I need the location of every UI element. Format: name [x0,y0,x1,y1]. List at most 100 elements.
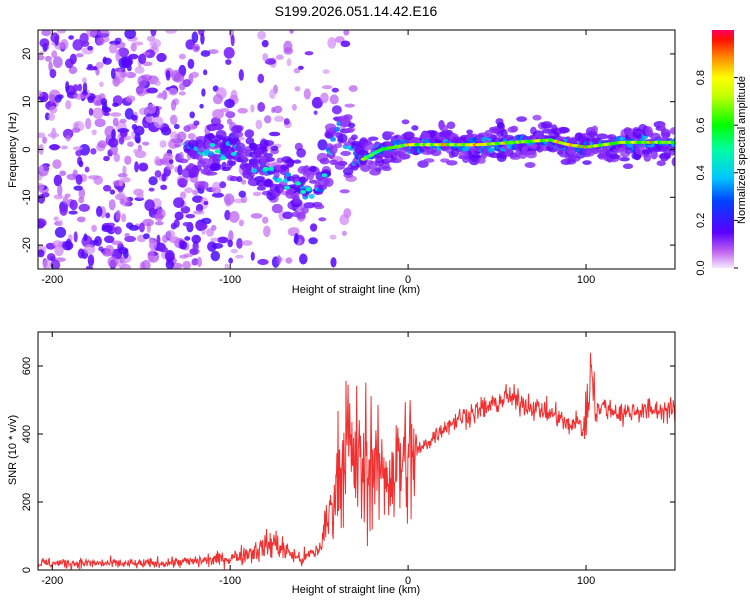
colorbar: 0.0 0.2 0.4 0.6 0.8 Normalized spectral ampl… [695,30,748,276]
heatmap-cell [351,134,358,140]
heatmap-cell [101,225,113,233]
heatmap-cell [124,135,132,141]
heatmap-cell [327,37,337,49]
heatmap-ridge-cell [294,181,301,186]
heatmap-cell [118,136,125,145]
heatmap-cell [78,203,90,212]
heatmap-cell [215,129,227,140]
heatmap-cell [124,155,132,165]
heatmap-cell [291,103,297,111]
heatmap-cell [311,96,323,109]
heatmap-cell [122,58,133,67]
heatmap-cell [210,237,219,242]
heatmap-cell [339,189,350,194]
heatmap-cell [119,118,127,124]
heatmap-cell [251,168,257,174]
heatmap-cell [178,53,186,60]
heatmap-cell [91,224,97,233]
heatmap-cell [156,52,167,63]
heatmap-cell [52,159,62,169]
heatmap-cell [42,258,51,269]
heatmap-cell [128,224,140,231]
heatmap-cell [87,45,94,51]
heatmap-cell [173,123,180,130]
colorbar-tick-label: 0.4 [695,165,707,180]
heatmap-cell [130,114,138,121]
heatmap-cell [138,222,145,233]
heatmap-cell [80,40,90,47]
y-tick-label: 0 [21,146,33,152]
heatmap-cell [183,125,191,132]
heatmap-cell [197,256,202,268]
heatmap-cell [331,105,342,115]
heatmap-cell [78,160,84,168]
heatmap-cell [280,164,289,171]
colorbar-tick-label: 0.2 [695,213,707,228]
heatmap-cell [38,164,49,177]
heatmap-cell [133,125,145,136]
heatmap-cell [173,197,185,208]
heatmap-cell [176,139,183,147]
heatmap-cell [97,140,107,149]
heatmap-cell [205,171,218,176]
spectrogram-ridge [209,138,675,194]
heatmap-cell [136,193,144,199]
heatmap-cell [257,258,269,266]
heatmap-cell [72,39,84,51]
heatmap-cell [198,180,209,190]
heatmap-cell [110,68,116,80]
heatmap-cell [323,177,334,187]
heatmap-cell [251,157,261,166]
heatmap-cell [609,154,621,160]
heatmap-cell [240,179,247,185]
heatmap-cell [360,164,371,172]
snr-series-line [38,352,675,570]
heatmap-cell [38,218,47,228]
spectrogram-x-ticks: -200 -100 0 100 [41,30,595,286]
heatmap-cell [212,93,223,105]
heatmap-cell [165,260,175,269]
heatmap-cell [154,80,161,86]
heatmap-cell [103,235,115,244]
heatmap-cell [244,129,255,138]
heatmap-cell [165,30,177,34]
heatmap-cell [86,30,98,38]
heatmap-cell [632,127,640,132]
heatmap-cell [586,131,598,137]
y-tick-label: 20 [21,48,33,60]
heatmap-cell [61,240,74,251]
heatmap-cell [146,87,158,94]
heatmap-cell [41,30,52,37]
heatmap-cell [62,196,69,205]
heatmap-cell [111,240,123,246]
heatmap-cell [83,233,88,242]
heatmap-cell [210,250,221,262]
heatmap-cell [138,162,149,172]
x-tick-label: 0 [405,274,411,286]
heatmap-cell [241,240,253,246]
heatmap-cell [671,157,675,167]
heatmap-cell [48,106,58,114]
heatmap-cell [659,146,667,153]
heatmap-cell [227,239,233,248]
heatmap-cell [94,118,106,128]
heatmap-cell [144,199,155,212]
heatmap-cell [582,160,592,165]
y-tick-label: 400 [21,425,33,443]
heatmap-cell [317,139,328,151]
heatmap-cell [188,168,198,178]
heatmap-ridge-cell [300,189,307,194]
heatmap-cell [65,81,70,92]
heatmap-cell [462,157,470,163]
heatmap-cell [53,194,64,200]
heatmap-ridge-cell [262,166,269,171]
heatmap-cell [111,129,116,140]
heatmap-cell [276,177,283,183]
heatmap-cell [211,192,224,198]
heatmap-cell [142,218,155,227]
heatmap-cell [182,260,191,269]
snr-y-axis-label: SNR (10 * v/v) [7,415,19,485]
heatmap-cell [115,209,121,221]
heatmap-cell [53,216,59,221]
heatmap-cell [644,126,653,136]
